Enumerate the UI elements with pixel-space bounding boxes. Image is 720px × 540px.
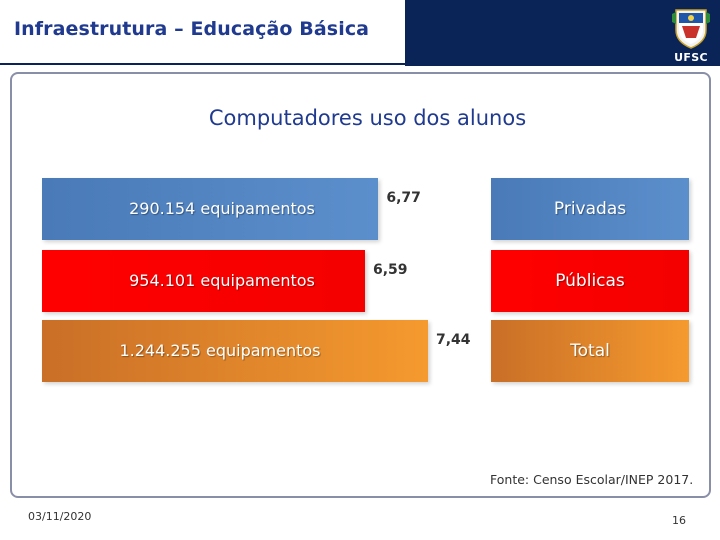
header-band [405, 0, 720, 66]
bar-total: 1.244.255 equipamentos [42, 320, 428, 382]
page-number: 16 [672, 514, 686, 527]
bar-label: 1.244.255 equipamentos [119, 341, 321, 360]
chart-title: Computadores uso dos alunos [208, 106, 527, 130]
legend-privadas: Privadas [491, 178, 689, 240]
ufsc-crest-icon [672, 9, 710, 49]
bar-privadas: 290.154 equipamentos [42, 178, 379, 240]
bar-públicas: 954.101 equipamentos [42, 250, 365, 312]
legend-total: Total [491, 320, 689, 382]
source-note: Fonte: Censo Escolar/INEP 2017. [490, 472, 694, 487]
ufsc-logo: UFSC [668, 4, 714, 64]
slide-title: Infraestrutura – Educação Básica [14, 18, 370, 40]
bar-label: 954.101 equipamentos [129, 271, 315, 290]
legend-públicas: Públicas [491, 250, 689, 312]
footer-date: 03/11/2020 [28, 510, 92, 523]
value-label: 7,44 [436, 332, 471, 348]
value-label: 6,77 [386, 190, 421, 206]
logo-text: UFSC [674, 51, 708, 64]
bar-label: 290.154 equipamentos [129, 199, 315, 218]
value-label: 6,59 [373, 262, 408, 278]
header-rule [0, 1, 405, 65]
